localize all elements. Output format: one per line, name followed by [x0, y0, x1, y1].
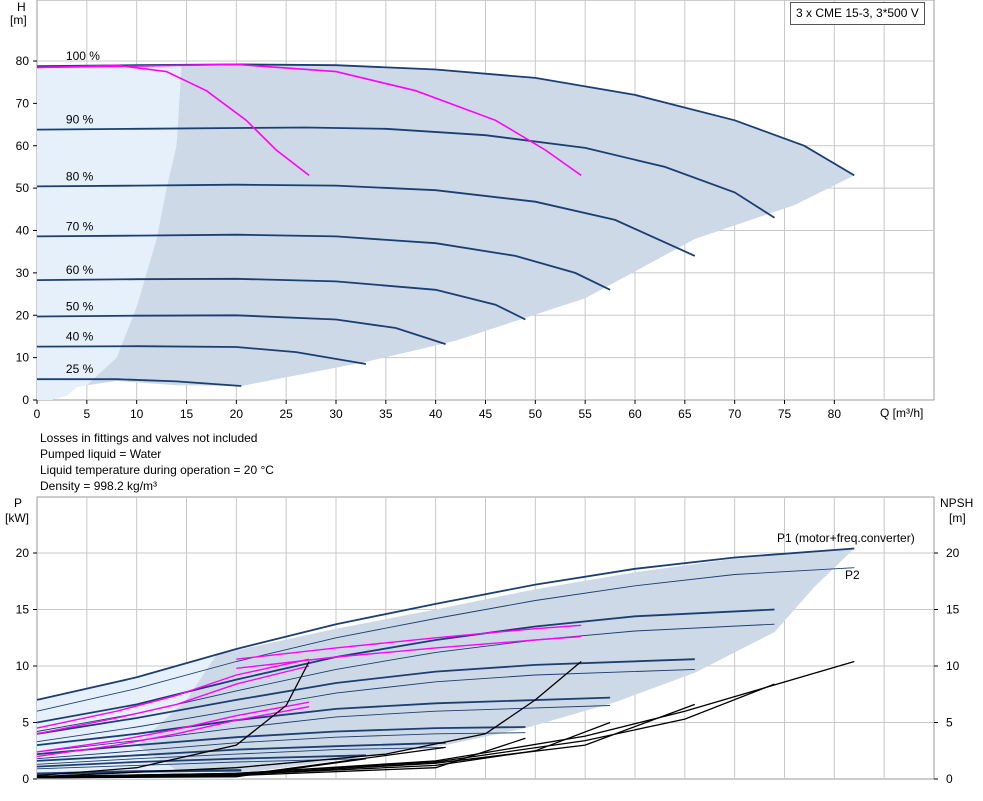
power-y-tick-label: 15 — [16, 603, 30, 617]
qh-x-tick-label: 25 — [279, 407, 293, 421]
qh-y-tick-label: 40 — [16, 224, 30, 238]
power-magenta-curve — [36, 701, 310, 753]
power-magenta-curve — [236, 635, 582, 669]
qh-x-tick-label: 35 — [379, 407, 393, 421]
npsh-y-tick-label: 15 — [946, 603, 960, 617]
qh-x-tick-label: 20 — [230, 407, 244, 421]
qh-y-tick-label: 0 — [22, 393, 29, 407]
power-y-tick-label: 5 — [22, 716, 29, 730]
qh-x-tick-label: 60 — [628, 407, 642, 421]
qh-x-tick-label: 45 — [479, 407, 493, 421]
power-p1-curve — [36, 754, 366, 768]
power-p2-curve — [36, 668, 695, 743]
power-magenta-curve — [36, 658, 310, 729]
qh-speed-curve — [36, 183, 696, 257]
power-operating-area — [136, 548, 855, 774]
qh-y-axis-unit: [m] — [10, 13, 27, 27]
qh-plot: 100 % 90 % 80 % 70 % 60 % 50 % 40 % 25 % 0 5 10 15 2… — [10, 0, 935, 421]
qh-y-axis-label: H — [17, 0, 26, 14]
qh-x-tick-label: 65 — [678, 407, 692, 421]
power-magenta-curve — [36, 706, 310, 758]
note-losses: Losses in fittings and valves not includ… — [40, 431, 258, 445]
npsh-curve — [36, 721, 611, 779]
power-y-tick-label: 20 — [16, 546, 30, 560]
npsh-curve — [36, 661, 310, 777]
npsh-y-tick-label: 20 — [946, 546, 960, 560]
qh-speed-label: 50 % — [66, 300, 94, 314]
note-liquid: Pumped liquid = Water — [40, 447, 162, 461]
qh-y-tick-label: 50 — [16, 181, 30, 195]
qh-y-tick-label: 10 — [16, 351, 30, 365]
npsh-y-tick-label: 5 — [946, 716, 953, 730]
qh-speed-label: 60 % — [66, 263, 94, 277]
pump-title: 3 x CME 15-3, 3*500 V — [790, 2, 925, 25]
qh-speed-curve — [37, 378, 242, 387]
note-density: Density = 998.2 kg/m³ — [40, 479, 158, 493]
qh-x-tick-label: 50 — [529, 407, 543, 421]
npsh-y-tick-label: 0 — [946, 772, 953, 786]
p1-curve-label: P1 (motor+freq.converter) — [777, 531, 915, 545]
qh-x-tick-label: 75 — [778, 407, 792, 421]
note-temperature: Liquid temperature during operation = 20… — [40, 463, 274, 477]
qh-y-tick-label: 80 — [16, 54, 30, 68]
qh-x-tick-label: 55 — [578, 407, 592, 421]
qh-y-tick-label: 70 — [16, 96, 30, 110]
qh-speed-curve — [36, 345, 367, 365]
qh-speed-curve — [36, 277, 526, 321]
qh-magenta-curve — [36, 63, 582, 177]
npsh-curve — [36, 661, 582, 778]
power-p2-curve — [36, 746, 446, 765]
qh-speed-label: 70 % — [66, 219, 94, 233]
qh-speed-label: 90 % — [66, 113, 94, 127]
power-p1-curve — [36, 547, 855, 701]
power-p1-curve — [36, 726, 526, 755]
qh-speed-label: 25 % — [66, 362, 94, 376]
qh-x-tick-label: 0 — [34, 407, 41, 421]
qh-speed-curve — [36, 233, 611, 291]
qh-speed-label: 80 % — [66, 169, 94, 183]
npsh-curve — [36, 758, 366, 779]
power-p1-curve — [36, 696, 611, 746]
qh-x-axis-label: Q [m³/h] — [880, 406, 923, 420]
qh-x-tick-label: 80 — [828, 407, 842, 421]
power-p1-curve — [36, 741, 446, 762]
qh-y-tick-label: 30 — [16, 266, 30, 280]
qh-x-tick-label: 30 — [329, 407, 343, 421]
power-y-axis-label: P — [14, 496, 22, 510]
qh-x-tick-label: 40 — [429, 407, 443, 421]
power-y-tick-label: 10 — [16, 659, 30, 673]
qh-y-tick-label: 60 — [16, 139, 30, 153]
qh-speed-label: 40 % — [66, 330, 94, 344]
power-p2-curve — [36, 732, 526, 760]
npsh-curve — [36, 683, 775, 778]
notes-block: Losses in fittings and valves not includ… — [40, 430, 274, 494]
power-magenta-curve — [36, 665, 310, 735]
npsh-y-axis-label: NPSH — [940, 496, 973, 510]
qh-speed-curve — [36, 314, 446, 345]
qh-x-tick-label: 10 — [130, 407, 144, 421]
power-p2-curve — [36, 567, 855, 712]
qh-speed-label: 100 % — [66, 49, 100, 63]
power-p2-curve — [36, 705, 611, 753]
power-plot: 0 0 5 5 10 10 15 15 20 20 P[kW] NPSH[m] P1 (motor+fr… — [5, 496, 973, 786]
power-y-tick-label: 0 — [22, 772, 29, 786]
power-p1-curve — [36, 608, 775, 724]
power-y-axis-unit: [kW] — [5, 511, 29, 525]
npsh-y-axis-unit: [m] — [949, 511, 966, 525]
qh-x-tick-label: 70 — [728, 407, 742, 421]
qh-x-tick-label: 5 — [83, 407, 90, 421]
p2-curve-label: P2 — [845, 568, 860, 582]
power-magenta-curve — [236, 624, 582, 660]
npsh-y-tick-label: 10 — [946, 659, 960, 673]
qh-y-tick-label: 20 — [16, 308, 30, 322]
qh-x-tick-label: 15 — [180, 407, 194, 421]
qh-speed-curve — [36, 126, 775, 219]
qh-operating-area — [86, 65, 855, 386]
power-p2-curve — [36, 758, 366, 770]
power-p1-curve — [36, 658, 695, 735]
